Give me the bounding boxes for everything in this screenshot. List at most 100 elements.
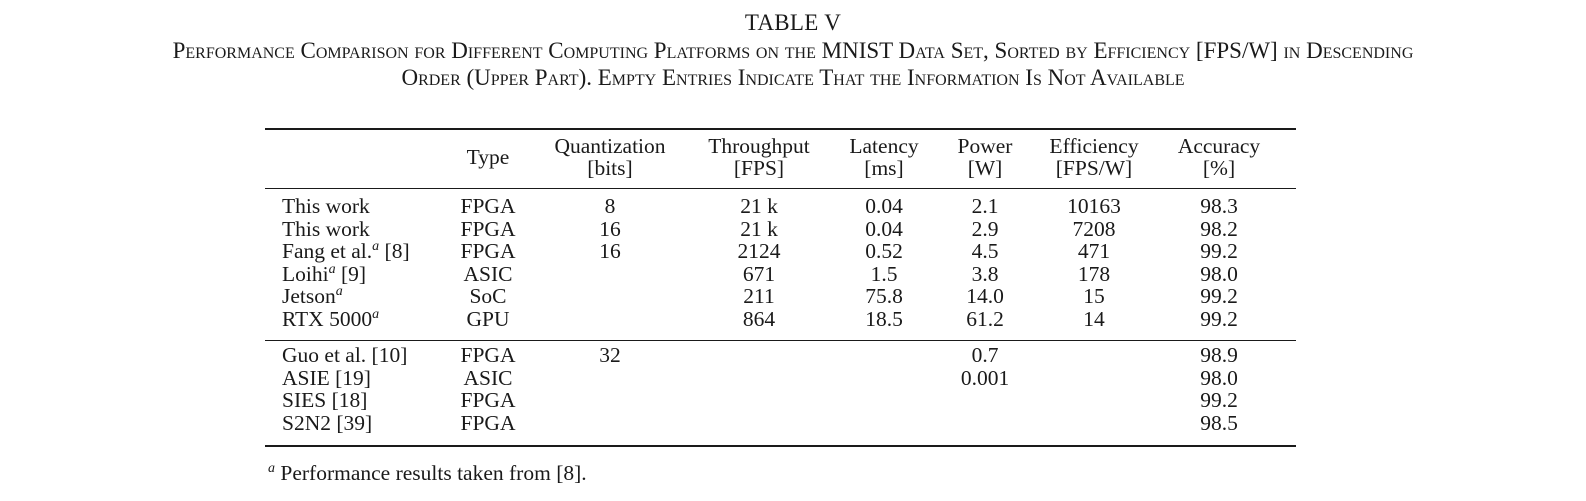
footnote-mark: a (268, 461, 275, 476)
platform-name: Fang et al. (282, 239, 373, 264)
cell-quantization: 16 (599, 239, 621, 264)
cell-power: 0.7 (971, 343, 999, 367)
cell-throughput: 211 (743, 284, 775, 309)
cell-type: ASIC (463, 261, 513, 286)
table-row: Guo et al. [10] FPGA 32 0.7 98.9 (0, 344, 1586, 366)
cell-latency: 0.04 (865, 194, 903, 218)
cell-latency: 18.5 (865, 307, 903, 331)
cell-throughput: 21 k (740, 194, 778, 218)
header-quantization-unit: [bits] (587, 156, 633, 180)
cell-type: FPGA (460, 343, 516, 367)
cell-power: 2.1 (971, 194, 999, 218)
header-latency: Latency [ms] (849, 135, 918, 179)
header-latency-label: Latency (849, 134, 919, 158)
cell-accuracy: 99.2 (1200, 388, 1238, 413)
cell-type: ASIC (463, 365, 513, 390)
cell-accuracy: 99.2 (1200, 307, 1238, 331)
cell-accuracy: 98.0 (1200, 261, 1238, 286)
cell-type: FPGA (460, 239, 516, 264)
cell-platform: This work (282, 195, 370, 217)
header-power-label: Power (957, 134, 1013, 158)
table-row: This work FPGA 8 21 k 0.04 2.1 10163 98.3 (0, 195, 1586, 217)
cell-throughput: 671 (742, 261, 776, 286)
table-number: TABLE V (744, 10, 842, 35)
cell-type: SoC (469, 284, 507, 309)
header-quantization: Quantization [bits] (554, 135, 665, 179)
cell-platform: Fang et al.a [8] (282, 239, 410, 264)
table-footnote: a Performance results taken from [8]. (268, 461, 587, 485)
cell-quantization: 8 (604, 194, 616, 218)
header-type: Type (467, 146, 510, 168)
cell-accuracy: 98.3 (1200, 194, 1238, 218)
platform-name: S2N2 [39] (282, 410, 373, 435)
platform-name: Guo et al. [10] (282, 343, 408, 367)
footnote-text: Performance results taken from [8]. (275, 461, 587, 485)
platform-name: Loihi (282, 261, 329, 286)
cell-efficiency: 15 (1083, 284, 1105, 309)
cell-platform: RTX 5000a (282, 308, 379, 331)
cell-accuracy: 98.0 (1200, 365, 1238, 390)
header-accuracy: Accuracy [%] (1178, 135, 1260, 179)
table-row: ASIE [19] ASIC 0.001 98.0 (0, 367, 1586, 389)
cell-throughput: 2124 (737, 239, 781, 264)
footnote-marker: a (372, 239, 380, 255)
table-row: Jetsona SoC 211 75.8 14.0 15 99.2 (0, 284, 1586, 309)
header-power: Power [W] (958, 135, 1013, 179)
platform-name: This work (282, 194, 370, 218)
platform-name: SIES [18] (282, 388, 368, 413)
table-caption: Performance Comparison for Different Com… (0, 37, 1586, 91)
header-rule (265, 188, 1296, 189)
platform-name: Jetson (282, 284, 336, 309)
cell-type: GPU (466, 307, 510, 331)
platform-reference: [8] (379, 239, 410, 264)
table-row: Fang et al.a [8] FPGA 16 2124 0.52 4.5 471 99.2 (0, 239, 1586, 264)
header-throughput: Throughput [FPS] (708, 135, 810, 179)
table-row: SIES [18] FPGA 99.2 (0, 389, 1586, 411)
cell-type: FPGA (460, 388, 516, 413)
cell-throughput: 21 k (740, 216, 778, 241)
cell-power: 0.001 (960, 365, 1010, 390)
cell-accuracy: 98.5 (1200, 410, 1238, 435)
cell-platform: Guo et al. [10] (282, 344, 407, 366)
cell-type: FPGA (460, 194, 516, 218)
footnote-marker: a (335, 284, 343, 300)
cell-power: 14.0 (966, 284, 1004, 309)
cell-quantization: 16 (599, 216, 621, 241)
caption-line-2: Order (Upper Part). Empty Entries Indica… (401, 65, 1185, 90)
cell-efficiency: 14 (1083, 307, 1105, 331)
header-latency-unit: [ms] (864, 156, 904, 180)
header-throughput-label: Throughput (708, 134, 810, 158)
table-bottom-rule (265, 445, 1296, 447)
cell-platform: S2N2 [39] (282, 412, 372, 434)
header-efficiency-label: Efficiency (1049, 134, 1139, 158)
table-row: This work FPGA 16 21 k 0.04 2.9 7208 98.2 (0, 218, 1586, 240)
footnote-marker: a (328, 261, 336, 277)
cell-power: 61.2 (966, 307, 1004, 331)
cell-efficiency: 471 (1077, 239, 1111, 264)
platform-name: ASIE [19] (282, 365, 371, 390)
section-separator-rule (265, 340, 1296, 341)
cell-latency: 0.04 (865, 216, 903, 241)
platform-reference: [9] (335, 261, 367, 286)
cell-accuracy: 99.2 (1200, 284, 1238, 309)
table-row: Loihia [9] ASIC 671 1.5 3.8 178 98.0 (0, 261, 1586, 286)
header-power-unit: [W] (967, 156, 1003, 180)
cell-accuracy: 98.9 (1200, 343, 1238, 367)
header-efficiency: Efficiency [FPS/W] (1049, 135, 1138, 179)
cell-power: 2.9 (971, 216, 999, 241)
cell-efficiency: 10163 (1067, 194, 1121, 218)
table-top-rule (265, 128, 1296, 130)
table-row: RTX 5000a GPU 864 18.5 61.2 14 99.2 (0, 307, 1586, 331)
cell-quantization: 32 (599, 343, 621, 367)
header-quantization-label: Quantization (554, 134, 666, 158)
header-accuracy-unit: [%] (1202, 156, 1236, 180)
cell-type: FPGA (460, 410, 516, 435)
cell-power: 4.5 (971, 239, 999, 264)
header-efficiency-unit: [FPS/W] (1055, 156, 1133, 180)
cell-platform: Jetsona (282, 284, 343, 309)
table-row: S2N2 [39] FPGA 98.5 (0, 412, 1586, 434)
cell-accuracy: 99.2 (1200, 239, 1238, 264)
cell-latency: 0.52 (865, 239, 903, 264)
cell-throughput: 864 (742, 307, 776, 331)
cell-latency: 1.5 (870, 261, 898, 286)
